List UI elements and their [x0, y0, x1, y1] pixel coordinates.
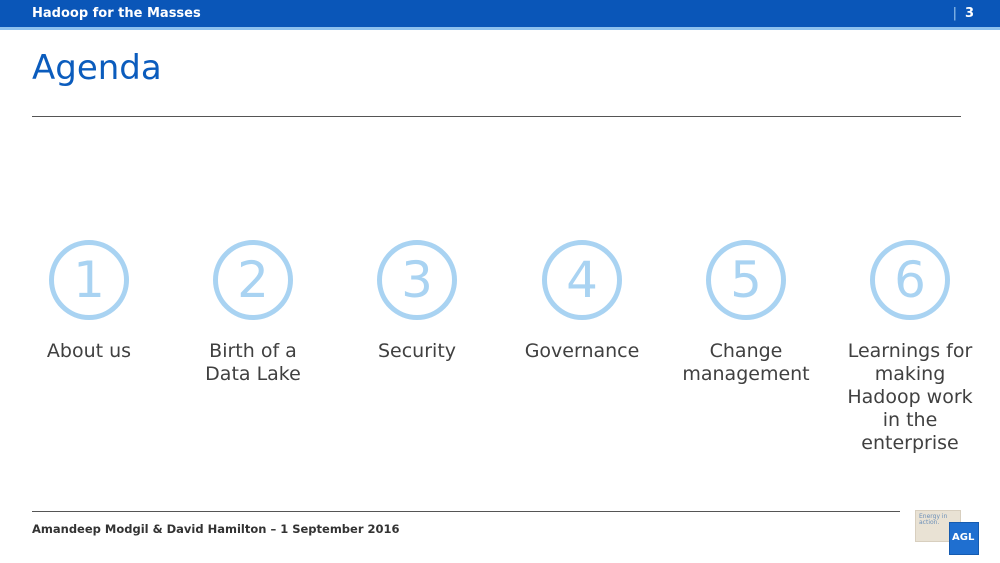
presentation-title: Hadoop for the Masses	[32, 6, 201, 21]
label-line: management	[682, 363, 810, 385]
number-circle-icon: 4	[542, 240, 622, 320]
label-line: in the	[882, 409, 938, 431]
agl-logo: Energy in action. AGL	[915, 508, 979, 555]
page-number-value: 3	[964, 6, 974, 21]
label-line: Birth of a	[209, 340, 297, 362]
agenda-item-2: 2 Birth of a Data Lake	[178, 240, 328, 386]
agenda-item-1: 1 About us	[14, 240, 164, 363]
agl-logo-text: AGL	[952, 532, 975, 543]
number-circle-icon: 1	[49, 240, 129, 320]
energy-logo-text: Energy in action.	[919, 513, 948, 526]
heading-divider	[32, 116, 961, 117]
label-line: Change	[709, 340, 783, 362]
label-line: About us	[46, 340, 132, 362]
agenda-item-label: Security	[342, 340, 492, 363]
agenda-list: 1 About us 2 Birth of a Data Lake 3 Secu…	[14, 240, 994, 470]
label-line: enterprise	[861, 432, 959, 454]
agenda-item-label: Birth of a Data Lake	[178, 340, 328, 386]
label-line: making	[874, 363, 946, 385]
footer-divider	[32, 511, 900, 512]
agenda-item-label: Change management	[671, 340, 821, 386]
number-circle-icon: 5	[706, 240, 786, 320]
label-line: Learnings for	[847, 340, 973, 362]
agenda-item-label: About us	[14, 340, 164, 363]
agenda-item-3: 3 Security	[342, 240, 492, 363]
label-line: Governance	[524, 340, 640, 362]
label-line: Security	[377, 340, 457, 362]
agenda-item-6: 6 Learnings for making Hadoop work in th…	[835, 240, 985, 455]
number-circle-icon: 2	[213, 240, 293, 320]
number-circle-icon: 6	[870, 240, 950, 320]
agenda-item-4: 4 Governance	[507, 240, 657, 363]
slide-heading: Agenda	[32, 48, 162, 88]
number-circle-icon: 3	[377, 240, 457, 320]
page-number: | 3	[953, 6, 974, 21]
agenda-item-5: 5 Change management	[671, 240, 821, 386]
page-separator: |	[952, 6, 957, 21]
agl-brand-logo: AGL	[949, 522, 979, 555]
footer-text: Amandeep Modgil & David Hamilton – 1 Sep…	[32, 522, 400, 536]
agenda-item-label: Governance	[507, 340, 657, 363]
label-line: Hadoop work	[847, 386, 973, 408]
label-line: Data Lake	[205, 363, 301, 385]
header-bar: Hadoop for the Masses | 3	[0, 0, 1000, 30]
agenda-item-label: Learnings for making Hadoop work in the …	[835, 340, 985, 455]
